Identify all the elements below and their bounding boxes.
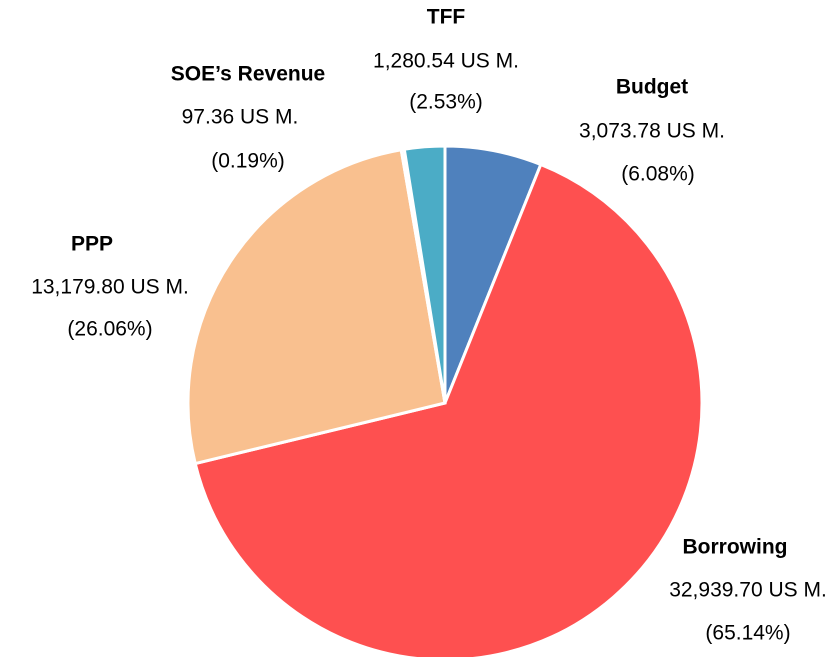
value-label: 97.36 US M. (182, 106, 299, 129)
slice-name: TFF (427, 6, 466, 29)
pie-slice (193, 162, 704, 657)
percentage-label: (0.19%) (211, 150, 285, 173)
percentage-label: (6.08%) (621, 163, 695, 186)
value-label: 32,939.70 US M. (669, 579, 827, 602)
value-label: 3,073.78 US M. (579, 120, 725, 143)
slice-name: SOE’s Revenue (171, 63, 325, 86)
pie-slice (186, 148, 447, 466)
percentage-label: (2.53%) (409, 91, 483, 114)
pie-slice (402, 144, 447, 404)
percentage-label: (65.14%) (705, 622, 790, 645)
value-label: 1,280.54 US M. (373, 50, 519, 73)
slice-name: Borrowing (683, 536, 788, 559)
percentage-label: (26.06%) (67, 318, 152, 341)
slice-name: PPP (71, 233, 113, 256)
slice-name: Budget (616, 76, 688, 99)
value-label: 13,179.80 US M. (31, 276, 189, 299)
